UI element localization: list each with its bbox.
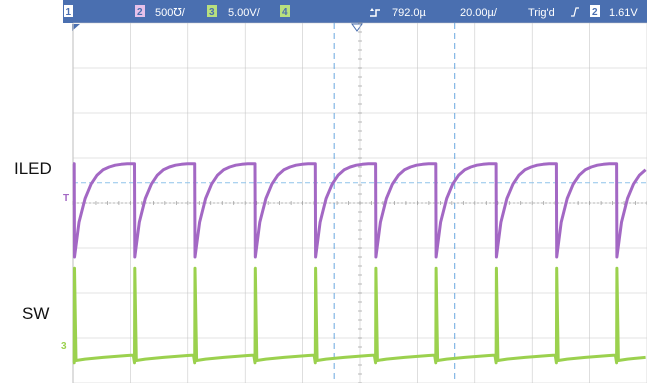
trigger-position-arrow-icon	[370, 8, 374, 11]
trigger-position: 792.0µ	[392, 7, 427, 19]
traces	[72, 162, 647, 365]
ch2-ground-marker: T	[63, 193, 69, 204]
ch2-indicator-label: 2	[137, 7, 143, 18]
timebase: 20.00µ/	[460, 7, 498, 19]
trigger-state: Trig'd	[528, 7, 555, 19]
sw-trace	[72, 266, 646, 365]
ch1-indicator-label: 1	[66, 7, 72, 18]
graticule	[72, 22, 647, 383]
rising-edge-icon	[571, 7, 579, 17]
ch2-scale: 500℧/	[155, 7, 186, 19]
left-edge-marker-icon	[72, 24, 80, 31]
cursors	[73, 23, 647, 383]
ch4-indicator-label: 4	[282, 7, 288, 18]
trigger-marker-icon	[351, 23, 363, 32]
trigger-source-label: 2	[592, 7, 598, 18]
ch1-indicator-box[interactable]	[64, 5, 73, 17]
ch2-indicator-box[interactable]	[135, 5, 145, 17]
iled-label: ILED	[14, 159, 52, 178]
ch3-indicator-box[interactable]	[207, 5, 217, 17]
ch4-indicator-box[interactable]	[280, 5, 290, 17]
iled-trace	[72, 162, 647, 259]
ch3-scale: 5.00V/	[228, 7, 261, 19]
ch3-indicator-label: 3	[209, 7, 215, 18]
status-bar	[63, 0, 647, 23]
trigger-source-box[interactable]	[590, 5, 600, 17]
ch3-ground-marker: 3	[61, 341, 67, 352]
trigger-level: 1.61V	[609, 7, 638, 19]
trigger-position-icon	[370, 9, 380, 17]
sw-label: SW	[22, 304, 49, 323]
